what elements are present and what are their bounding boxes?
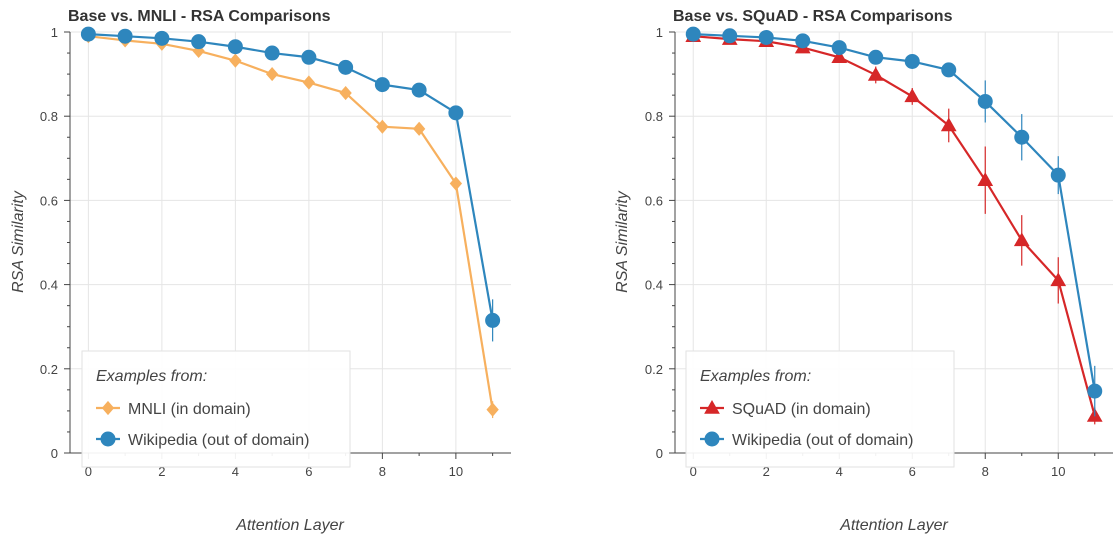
data-point <box>904 88 921 103</box>
x-axis-label: Attention Layer <box>235 517 344 534</box>
legend-box <box>685 350 955 468</box>
data-point <box>302 75 316 90</box>
data-point <box>867 66 884 81</box>
legend-title: Examples from: <box>96 368 207 385</box>
data-point <box>831 49 848 64</box>
legend-item-label: MNLI (in domain) <box>128 401 251 418</box>
data-point <box>412 121 426 136</box>
data-point <box>722 28 738 44</box>
x-axis-label: Attention Layer <box>839 517 948 534</box>
x-tick-label: 4 <box>232 464 239 479</box>
data-point <box>301 49 317 65</box>
legend-item-label: Wikipedia (out of domain) <box>128 432 309 449</box>
data-point <box>154 30 170 46</box>
y-axis-label: RSA Similarity <box>614 190 631 293</box>
data-point <box>904 53 920 69</box>
y-tick-label: 0.4 <box>40 278 58 293</box>
y-tick-label: 1 <box>656 25 663 40</box>
y-tick-label: 0 <box>656 446 663 461</box>
data-point <box>374 77 390 93</box>
legend-item-label: Wikipedia (out of domain) <box>732 432 913 449</box>
data-point <box>868 49 884 65</box>
data-point <box>977 93 993 109</box>
legend-swatch-marker <box>704 399 720 414</box>
x-tick-label: 0 <box>85 464 92 479</box>
data-point <box>264 45 280 61</box>
data-point <box>376 119 389 134</box>
x-tick-label: 4 <box>836 464 843 479</box>
legend-item-label: SQuAD (in domain) <box>732 401 871 418</box>
data-point <box>1050 167 1066 183</box>
chart-title: Base vs. SQuAD - RSA Comparisons <box>673 8 953 25</box>
legend-box <box>81 350 351 468</box>
data-point <box>831 40 847 56</box>
series-2 <box>685 26 1103 417</box>
legend-swatch-marker <box>704 431 720 447</box>
x-tick-label: 2 <box>763 464 770 479</box>
series-line <box>88 33 494 321</box>
data-point <box>80 26 96 42</box>
data-point <box>685 26 701 42</box>
chart-title: Base vs. MNLI - RSA Comparisons <box>68 8 331 25</box>
data-point <box>1013 232 1030 247</box>
legend-swatch-marker <box>100 431 116 447</box>
y-tick-label: 0 <box>51 446 58 461</box>
data-point <box>1050 272 1067 287</box>
data-point <box>449 176 463 191</box>
data-point <box>485 312 501 328</box>
y-tick-label: 0.2 <box>645 362 663 377</box>
legend-swatch-marker <box>101 400 115 416</box>
data-point <box>977 172 994 186</box>
data-point <box>448 105 464 121</box>
x-tick-label: 10 <box>449 464 463 479</box>
data-point <box>758 29 774 45</box>
x-tick-label: 10 <box>1051 464 1065 479</box>
x-tick-label: 6 <box>909 464 916 479</box>
y-axis-label: RSA Similarity <box>10 190 27 293</box>
data-point <box>265 67 279 82</box>
data-point <box>1014 129 1030 145</box>
data-point <box>227 39 243 55</box>
data-point <box>411 82 427 98</box>
data-point <box>191 34 207 50</box>
x-tick-label: 0 <box>690 464 697 479</box>
data-point <box>1087 383 1103 399</box>
legend: Examples from: SQuAD (in domain) Wikipedia… <box>685 350 955 468</box>
data-point <box>940 117 957 132</box>
series-2 <box>80 26 501 342</box>
series-line <box>88 35 494 410</box>
x-tick-label: 6 <box>305 464 312 479</box>
y-tick-label: 0.2 <box>40 362 58 377</box>
series-line <box>693 33 1096 392</box>
y-tick-label: 0.6 <box>645 193 663 208</box>
data-point <box>117 28 133 44</box>
data-point <box>941 62 957 78</box>
legend: Examples from: MNLI (in domain) Wikipedia … <box>81 350 351 468</box>
y-tick-label: 1 <box>51 25 58 40</box>
data-point <box>229 53 242 68</box>
x-tick-label: 2 <box>158 464 165 479</box>
x-tick-label: 8 <box>379 464 386 479</box>
data-point <box>486 402 499 417</box>
data-point <box>339 85 352 101</box>
y-tick-label: 0.8 <box>645 109 663 124</box>
y-tick-label: 0.8 <box>40 109 58 124</box>
y-tick-label: 0.4 <box>645 278 663 293</box>
x-tick-label: 8 <box>982 464 989 479</box>
y-tick-label: 0.6 <box>40 193 58 208</box>
data-point <box>338 59 354 75</box>
data-point <box>795 33 811 49</box>
legend-title: Examples from: <box>700 368 811 385</box>
